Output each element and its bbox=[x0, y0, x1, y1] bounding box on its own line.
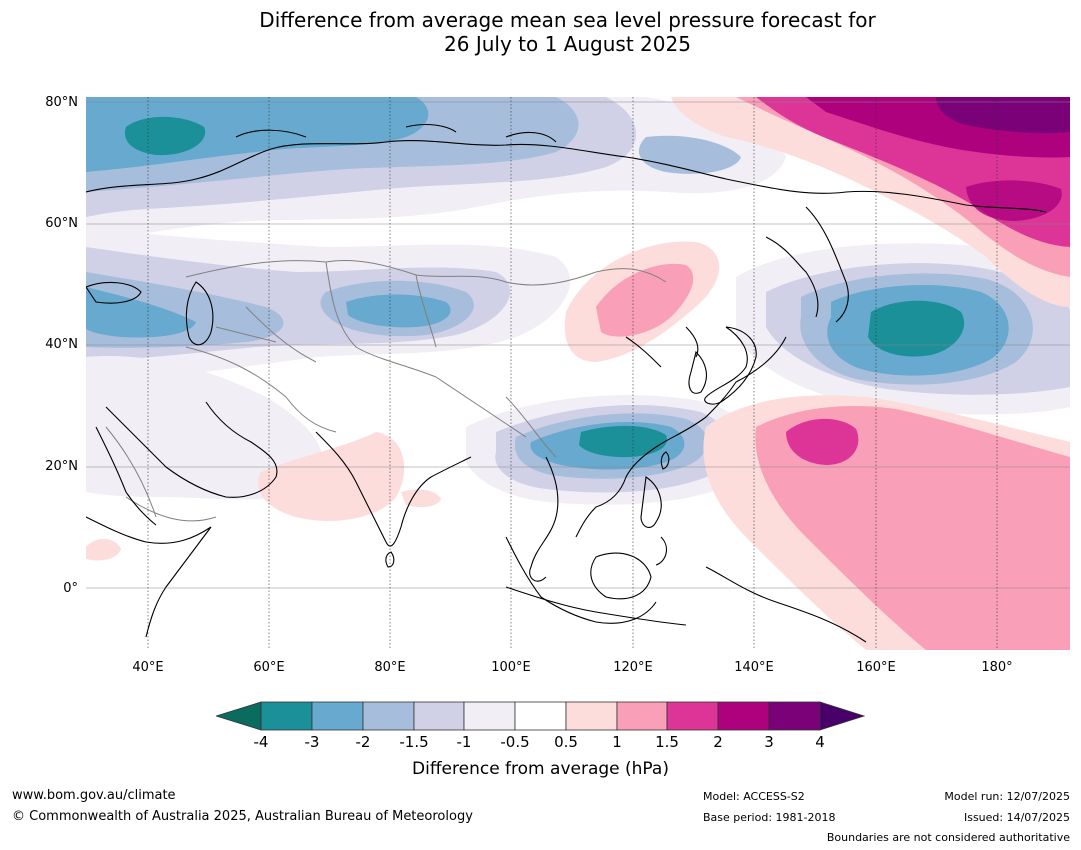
coastlines bbox=[86, 123, 1047, 643]
colorbar-bin bbox=[311, 701, 364, 731]
lon-label-60e: 60°E bbox=[253, 660, 285, 675]
lon-label-160e: 160°E bbox=[856, 660, 896, 675]
model-name: Model: ACCESS-S2 bbox=[703, 790, 805, 803]
colorbar-tick: 1 bbox=[612, 733, 622, 751]
colorbar-bin bbox=[463, 701, 516, 731]
colorbar-bin bbox=[260, 701, 313, 731]
meridians bbox=[147, 97, 998, 650]
colorbar-tick: -0.5 bbox=[500, 733, 530, 751]
negative-anomaly-fills bbox=[86, 97, 1070, 505]
issued-date: Issued: 14/07/2025 bbox=[963, 811, 1070, 824]
lat-label-80n: 80°N bbox=[45, 95, 78, 110]
pressure-anomaly-map bbox=[86, 97, 1070, 650]
colorbar-label: Difference from average (hPa) bbox=[412, 759, 669, 779]
title-line-2: 26 July to 1 August 2025 bbox=[444, 32, 691, 56]
colorbar-bin bbox=[362, 701, 415, 731]
colorbar-bin bbox=[717, 701, 770, 731]
copyright: © Commonwealth of Australia 2025, Austra… bbox=[12, 809, 473, 824]
lon-label-40e: 40°E bbox=[132, 660, 164, 675]
colorbar-tick: -2 bbox=[355, 733, 371, 751]
colorbar-tick: 4 bbox=[815, 733, 825, 751]
colorbar-extend-high bbox=[819, 701, 865, 731]
country-borders bbox=[105, 259, 667, 522]
lon-label-180: 180° bbox=[981, 660, 1013, 675]
colorbar bbox=[216, 701, 865, 731]
lat-label-40n: 40°N bbox=[45, 337, 78, 352]
colorbar-tick: -1 bbox=[456, 733, 472, 751]
colorbar-tick: 3 bbox=[764, 733, 774, 751]
colorbar-tick: 1.5 bbox=[655, 733, 679, 751]
colorbar-bin bbox=[413, 701, 465, 731]
boundaries-disclaimer: Boundaries are not considered authoritat… bbox=[826, 831, 1070, 844]
graticule bbox=[86, 101, 1070, 589]
colorbar-bin bbox=[666, 701, 719, 731]
website-link[interactable]: www.bom.gov.au/climate bbox=[12, 788, 176, 803]
base-period: Base period: 1981-2018 bbox=[703, 811, 836, 824]
lon-label-140e: 140°E bbox=[734, 660, 774, 675]
lat-label-20n: 20°N bbox=[45, 459, 78, 474]
lat-label-0: 0° bbox=[63, 581, 78, 596]
colorbar-bin bbox=[565, 701, 618, 731]
lat-label-60n: 60°N bbox=[45, 216, 78, 231]
colorbar-extend-low bbox=[216, 701, 262, 731]
lon-label-80e: 80°E bbox=[374, 660, 406, 675]
colorbar-tick: 0.5 bbox=[554, 733, 578, 751]
lon-label-100e: 100°E bbox=[491, 660, 531, 675]
colorbar-tick: -1.5 bbox=[399, 733, 429, 751]
model-run: Model run: 12/07/2025 bbox=[944, 790, 1070, 803]
colorbar-tick: -4 bbox=[253, 733, 269, 751]
colorbar-bin bbox=[514, 701, 567, 731]
lon-label-120e: 120°E bbox=[613, 660, 653, 675]
title-line-1: Difference from average mean sea level p… bbox=[259, 8, 876, 32]
colorbar-tick: -3 bbox=[304, 733, 320, 751]
colorbar-bin bbox=[616, 701, 668, 731]
map-svg bbox=[86, 97, 1070, 650]
colorbar-bin bbox=[768, 701, 821, 731]
chart-title: Difference from average mean sea level p… bbox=[0, 8, 1081, 56]
colorbar-tick: 2 bbox=[713, 733, 723, 751]
